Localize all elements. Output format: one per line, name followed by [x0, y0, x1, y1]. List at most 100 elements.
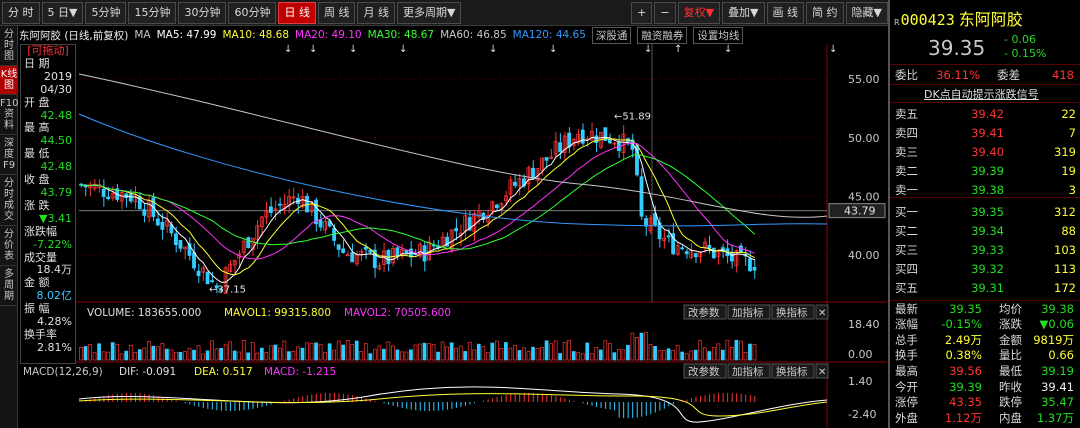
volume-bar: [490, 342, 495, 361]
asks-price[interactable]: 39.41: [971, 126, 1004, 140]
candle-body: [503, 195, 508, 201]
volume-bar: [368, 353, 373, 361]
stat-row-7: 外盘 1.12万 内盘 1.37万: [890, 410, 1080, 425]
candle-body: [644, 218, 648, 227]
volume-bar: [318, 343, 323, 361]
candle-body: [196, 270, 201, 277]
volume-btn1[interactable]: [683, 304, 727, 320]
period-btn-7[interactable]: 周 线: [317, 1, 356, 24]
volume-bar: [97, 343, 101, 361]
dw-value-6: ▼3.41: [39, 211, 72, 225]
period-btn-9[interactable]: 更多周期▼: [396, 1, 462, 24]
candle-body: [336, 244, 341, 250]
close-icon[interactable]: [815, 304, 829, 320]
volume-bar: [662, 350, 666, 361]
view-tab-5[interactable]: 分价表: [0, 226, 18, 266]
macd-btn3-label[interactable]: 换指标: [776, 365, 808, 378]
period-btn-2[interactable]: 5分钟: [85, 1, 127, 24]
period-btn-6[interactable]: 日 线: [278, 1, 316, 24]
volume-btn2[interactable]: [727, 304, 771, 320]
stat-row-3: 换手 0.38% 量比 0.66: [890, 348, 1080, 363]
volume-bar: [101, 351, 106, 361]
tab-set-ma[interactable]: 设置均线: [693, 26, 744, 44]
macd-btn2[interactable]: [727, 363, 771, 379]
tool-btn-5[interactable]: 简 约: [806, 1, 844, 24]
volume-btn2-label[interactable]: 加指标: [732, 306, 764, 319]
volume-bar: [504, 342, 508, 361]
volume-bar: [418, 343, 422, 361]
dw-value-3: 44.50: [40, 134, 73, 148]
bids-price[interactable]: 39.32: [971, 262, 1004, 276]
view-tab-3[interactable]: 深度F9: [0, 135, 18, 175]
stat-label-a: 涨幅: [895, 317, 918, 332]
view-tab-1[interactable]: K线图: [0, 66, 18, 95]
high-marker: ←51.89: [614, 112, 651, 123]
bids-price[interactable]: 39.33: [971, 243, 1004, 257]
drag-handle-label[interactable]: [可拖动]: [27, 44, 69, 57]
tool-btn-2[interactable]: 复权▼: [677, 1, 721, 24]
tool-btn-4[interactable]: 画 线: [766, 1, 805, 24]
volume-bar: [436, 351, 440, 361]
asks-price[interactable]: 39.42: [971, 107, 1004, 121]
volume-btn3[interactable]: [771, 304, 815, 320]
bids-price[interactable]: 39.31: [971, 281, 1004, 295]
macd-close-icon[interactable]: [815, 363, 829, 379]
volume-bar: [508, 347, 513, 361]
bids-price[interactable]: 39.34: [971, 224, 1004, 238]
view-tab-0[interactable]: 分时图: [0, 26, 18, 66]
bids-price[interactable]: 39.35: [971, 205, 1004, 219]
volume-bar: [675, 344, 680, 361]
r-marker: R: [894, 18, 900, 27]
kline-chart[interactable]: 55.00 50.00 45.00 40.00 43.79 ←51.89 ←37.15 ↓ ↓ ↓…: [19, 44, 887, 428]
view-tab-2[interactable]: F10资料: [0, 95, 18, 135]
macd-btn2-label[interactable]: 加指标: [732, 365, 764, 378]
period-btn-1[interactable]: 5 日▼: [41, 1, 84, 24]
asks-volume: 319: [1054, 145, 1076, 159]
period-btn-0[interactable]: 分 时: [2, 1, 40, 24]
volume-btn1-label[interactable]: 改参数: [688, 306, 720, 319]
period-btn-8[interactable]: 月 线: [357, 1, 395, 24]
period-btn-4[interactable]: 30分钟: [178, 1, 227, 24]
asks-price[interactable]: 39.38: [971, 183, 1004, 197]
candle-body: [748, 258, 752, 272]
stat-row-0: 最新 39.35 均价 39.38: [890, 301, 1080, 316]
dw-value-4: 42.48: [40, 160, 73, 174]
signal-marker: ↓: [489, 44, 497, 55]
volume-bar: [264, 352, 269, 361]
tool-btn-6[interactable]: 隐藏▼: [845, 1, 888, 24]
asks-price[interactable]: 39.40: [971, 145, 1004, 159]
tab-margin[interactable]: 融资融券: [637, 26, 688, 44]
macd-btn1-label[interactable]: 改参数: [688, 365, 720, 378]
volume-bar: [440, 341, 445, 361]
view-tab-6[interactable]: 多周期: [0, 266, 18, 306]
dw-value-10: 4.28%: [37, 315, 72, 329]
tool-btn-0[interactable]: +: [631, 1, 653, 24]
volume-bar: [463, 351, 468, 361]
ma20-value: MA20: 49.10: [295, 29, 362, 41]
period-btn-3[interactable]: 15分钟: [128, 1, 177, 24]
ma-label[interactable]: MA: [134, 29, 151, 41]
candle-body: [562, 135, 567, 153]
tool-btn-3[interactable]: 叠加▼: [722, 1, 765, 24]
volume-bar: [115, 344, 120, 361]
volume-bar: [332, 349, 336, 361]
period-btn-5[interactable]: 60分钟: [228, 1, 277, 24]
macd-btn3[interactable]: [771, 363, 815, 379]
asks-label: 卖五: [895, 107, 918, 121]
dk-signal-link[interactable]: DK点自动提示涨跌信号: [924, 88, 1039, 101]
low-marker: ←37.15: [209, 285, 246, 296]
volume-bar: [305, 342, 309, 361]
volume-btn3-label[interactable]: 换指标: [776, 306, 808, 319]
asks-price[interactable]: 39.39: [971, 164, 1004, 178]
stock-title: 东阿阿胶 (日线,前复权): [19, 29, 129, 42]
view-tab-4[interactable]: 分时成交: [0, 175, 18, 226]
candle-body: [662, 237, 667, 242]
bids-label: 买三: [895, 243, 918, 257]
tab-shengutong[interactable]: 深股通: [591, 26, 632, 44]
data-window[interactable]: [可拖动] 日 期 2019 04/30 开 盘 42.48 最 高 44.50 最 低 42.…: [20, 44, 76, 364]
asks-volume: 7: [1068, 126, 1076, 140]
tool-btn-1[interactable]: −: [654, 1, 676, 24]
macd-name[interactable]: MACD(12,26,9): [23, 366, 103, 378]
macd-btn1[interactable]: [683, 363, 727, 379]
